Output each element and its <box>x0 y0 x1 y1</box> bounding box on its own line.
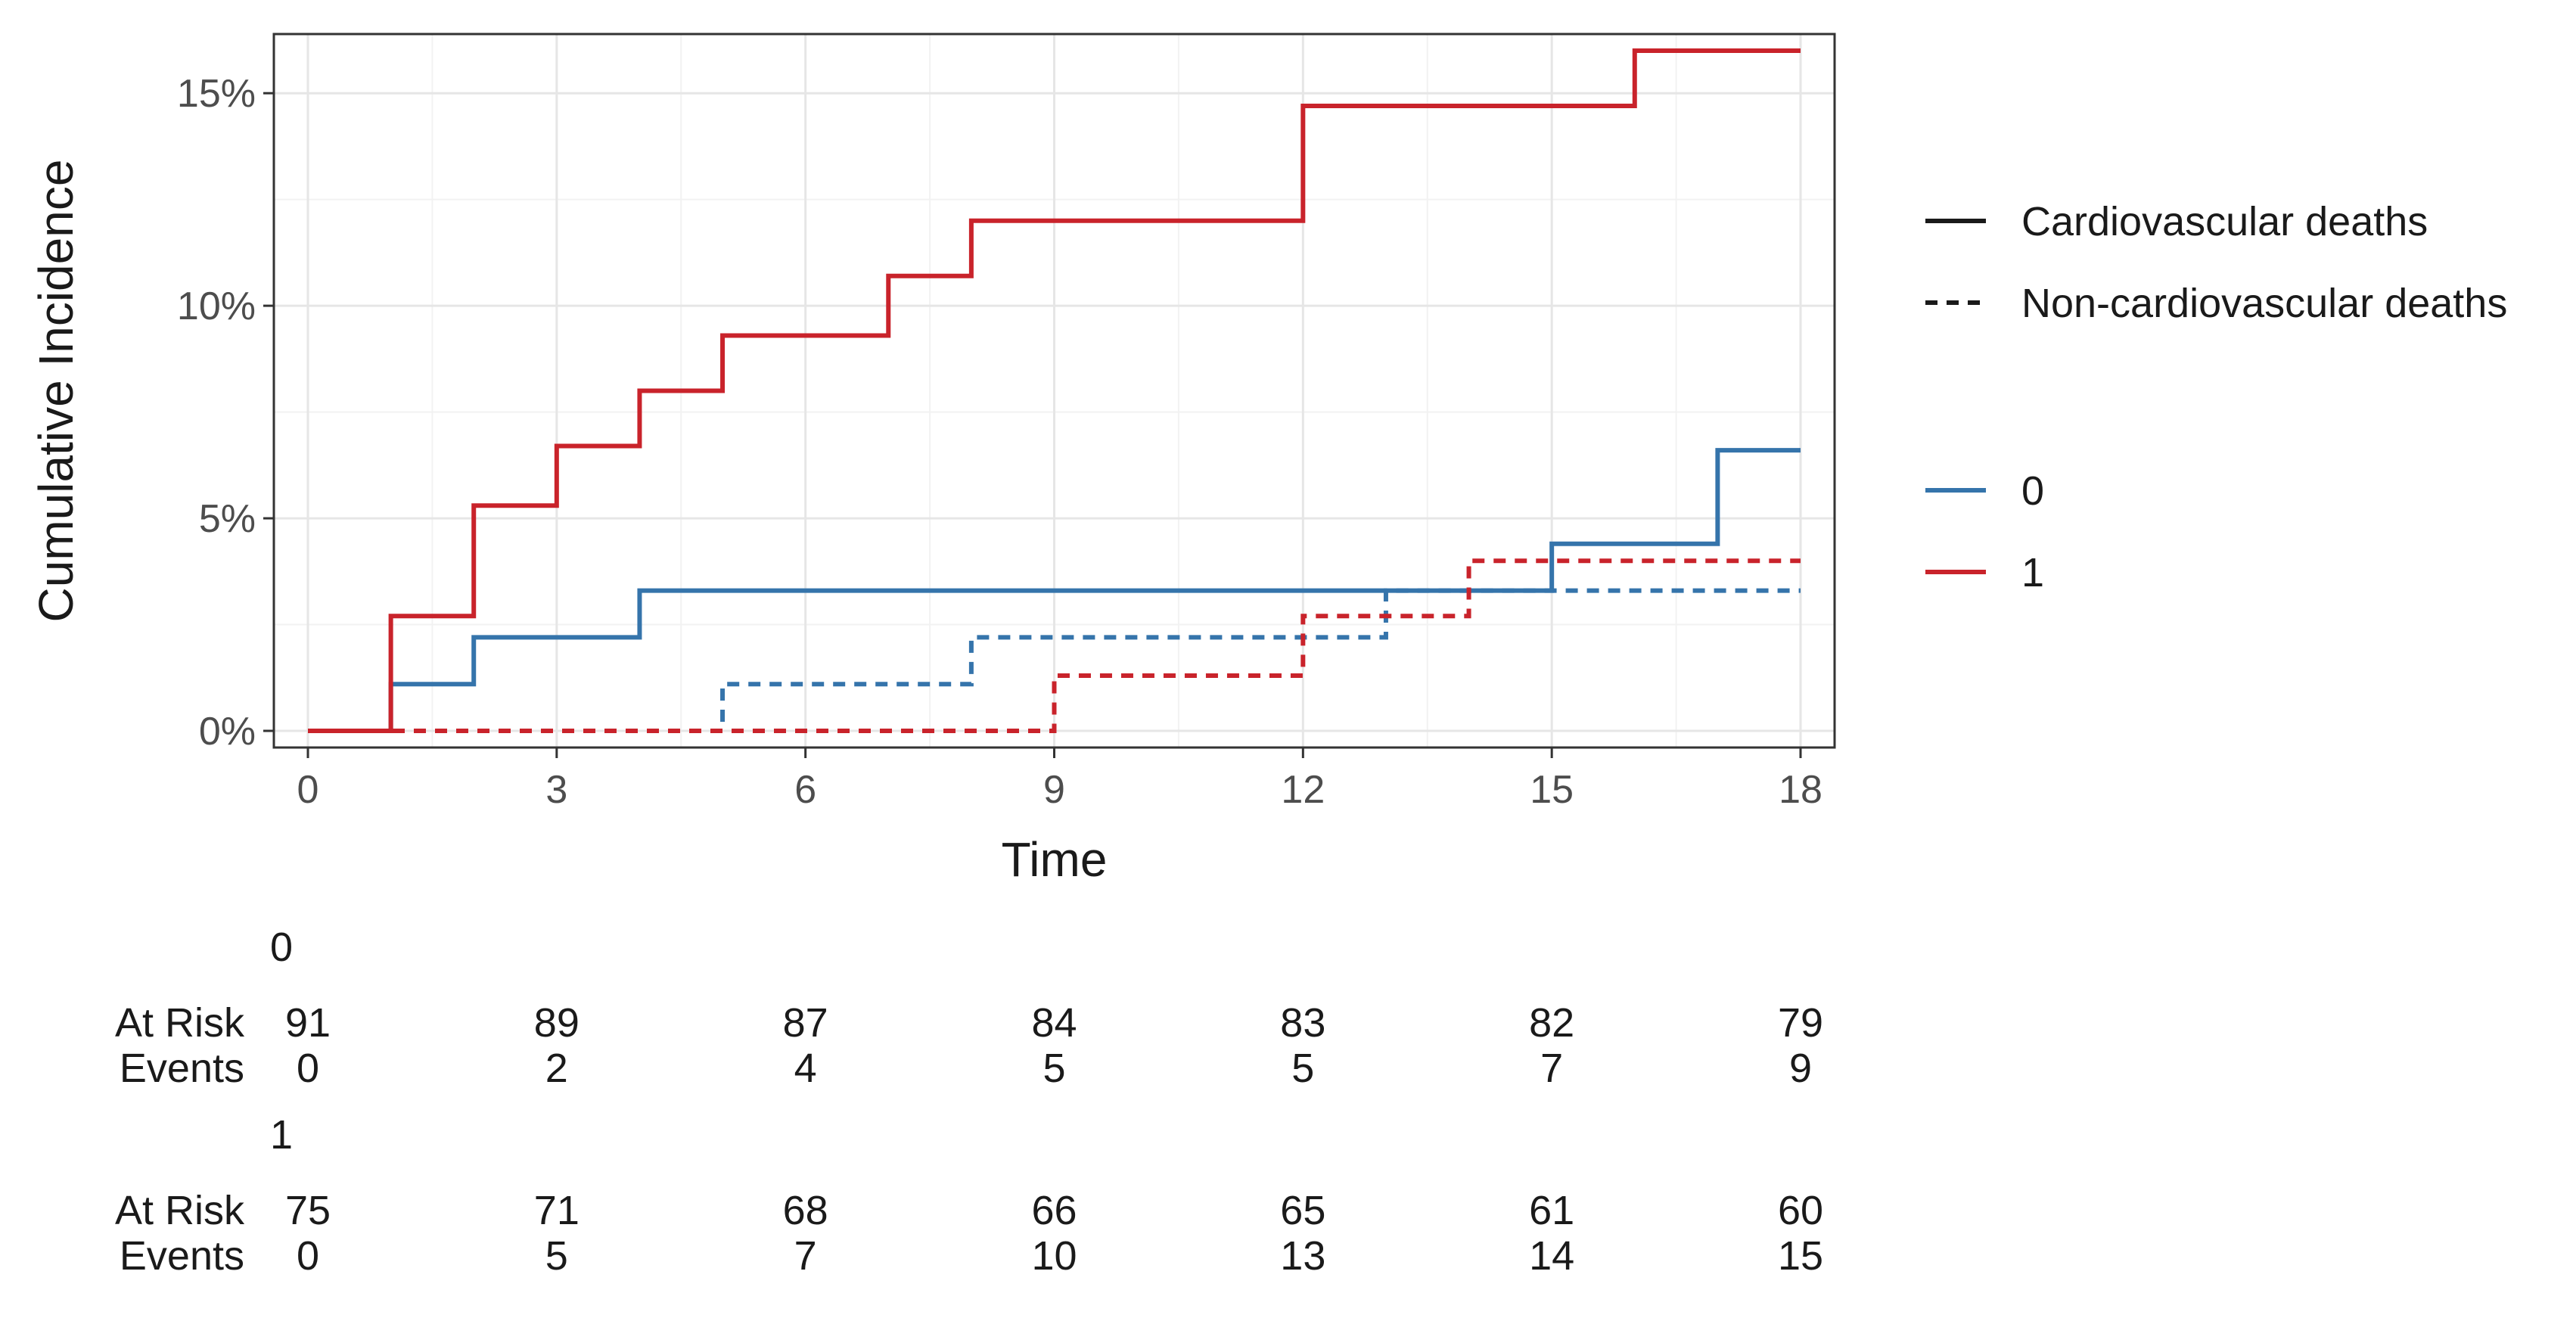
risk-events-value: 14 <box>1529 1233 1574 1279</box>
y-tick-label: 10% <box>177 284 256 328</box>
legend-label-linetype: Cardiovascular deaths <box>2021 199 2428 244</box>
risk-at-risk-value: 84 <box>1031 1000 1077 1046</box>
plot-panel <box>274 34 1835 748</box>
legend: Cardiovascular deaths Non-cardiovascular … <box>1925 199 2507 595</box>
legend-label-group: 0 <box>2021 468 2044 514</box>
risk-events-value: 10 <box>1031 1233 1077 1279</box>
risk-events-value: 7 <box>794 1233 817 1279</box>
risk-at-risk-value: 61 <box>1529 1188 1574 1233</box>
risk-at-risk-value: 82 <box>1529 1000 1574 1046</box>
risk-events-value: 15 <box>1778 1233 1823 1279</box>
y-tick-label: 0% <box>199 710 256 754</box>
risk-group-header: 1 <box>270 1112 293 1158</box>
risk-row-label-at-risk: At Risk <box>115 1000 245 1046</box>
risk-events-value: 0 <box>297 1046 319 1091</box>
series-layer <box>308 48 1801 733</box>
risk-events-value: 9 <box>1789 1046 1812 1091</box>
risk-events-value: 5 <box>1291 1046 1314 1091</box>
risk-events-value: 5 <box>1043 1046 1065 1091</box>
series-line-group-1-solid <box>308 48 1801 733</box>
risk-events-value: 7 <box>1540 1046 1563 1091</box>
risk-at-risk-value: 66 <box>1031 1188 1077 1233</box>
y-tick-label: 15% <box>177 72 256 116</box>
x-tick-label: 3 <box>545 768 567 812</box>
risk-events-value: 0 <box>297 1233 319 1279</box>
x-tick-label: 15 <box>1530 768 1574 812</box>
legend-label-group: 1 <box>2021 550 2044 595</box>
risk-at-risk-value: 65 <box>1280 1188 1325 1233</box>
risk-events-value: 2 <box>545 1046 568 1091</box>
x-tick-label: 12 <box>1281 768 1325 812</box>
x-axis-title: Time <box>1002 832 1108 887</box>
series-line-group-0-dashed <box>308 588 1801 733</box>
risk-events-value: 5 <box>545 1233 568 1279</box>
risk-at-risk-value: 83 <box>1280 1000 1325 1046</box>
risk-events-value: 13 <box>1280 1233 1325 1279</box>
risk-at-risk-value: 60 <box>1778 1188 1823 1233</box>
risk-row-label-events: Events <box>120 1233 244 1279</box>
risk-at-risk-value: 75 <box>285 1188 331 1233</box>
risk-group-header: 0 <box>270 925 293 970</box>
risk-at-risk-value: 79 <box>1778 1000 1823 1046</box>
x-tick-label: 0 <box>297 768 319 812</box>
risk-row-label-events: Events <box>120 1046 244 1091</box>
risk-at-risk-value: 89 <box>534 1000 580 1046</box>
risk-at-risk-value: 87 <box>783 1000 828 1046</box>
series-line-group-1-dashed <box>308 558 1801 733</box>
risk-events-value: 4 <box>794 1046 817 1091</box>
y-tick-label: 5% <box>199 497 256 541</box>
risk-at-risk-value: 68 <box>783 1188 828 1233</box>
risk-at-risk-value: 71 <box>534 1188 580 1233</box>
x-tick-label: 18 <box>1779 768 1822 812</box>
risk-at-risk-value: 91 <box>285 1000 331 1046</box>
legend-label-linetype: Non-cardiovascular deaths <box>2021 281 2507 326</box>
y-axis-title: Cumulative Incidence <box>29 160 83 623</box>
x-tick-label: 6 <box>794 768 816 812</box>
x-tick-label: 9 <box>1043 768 1065 812</box>
axes-layer: 0 3 6 9 12 15 18 0% 5% 10% 15% <box>177 33 1836 812</box>
risk-row-label-at-risk: At Risk <box>115 1188 245 1233</box>
